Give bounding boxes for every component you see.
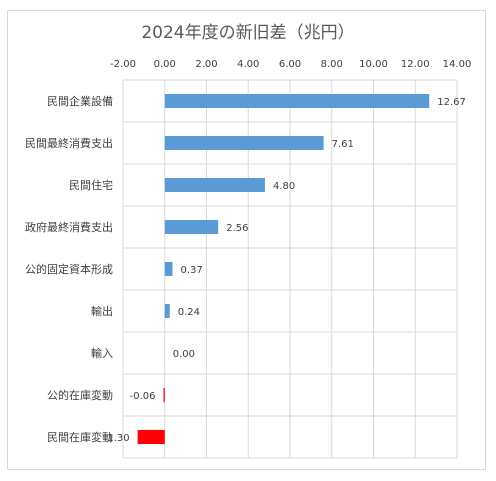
bar xyxy=(164,304,170,318)
x-tick-label: 2.00 xyxy=(195,59,217,70)
data-label: -0.06 xyxy=(130,391,156,402)
data-label: -1.30 xyxy=(104,433,130,444)
bar xyxy=(164,94,430,108)
x-tick-label: -2.00 xyxy=(110,59,136,70)
category-label: 政府最終消費支出 xyxy=(25,220,113,234)
data-label: 0.00 xyxy=(173,349,195,360)
bar xyxy=(137,430,165,444)
x-axis-tick-labels: -2.00 0.00 2.00 4.00 6.00 8.00 10.00 12.00 14.00 xyxy=(110,59,471,70)
category-label: 輸出 xyxy=(91,304,113,318)
x-tick-label: 0.00 xyxy=(154,59,176,70)
category-labels: 民間企業設備民間最終消費支出民間住宅政府最終消費支出公的固定資本形成輸出輸入公的… xyxy=(25,94,113,444)
bar xyxy=(163,388,165,402)
x-tick-label: 10.00 xyxy=(359,59,388,70)
chart-title: 2024年度の新旧差（兆円） xyxy=(141,23,354,43)
chart-frame xyxy=(7,10,486,470)
data-label: 7.61 xyxy=(332,139,354,150)
bars xyxy=(137,94,430,444)
category-label: 民間企業設備 xyxy=(47,94,113,108)
data-label: 0.37 xyxy=(180,265,202,276)
x-tick-label: 6.00 xyxy=(279,59,301,70)
data-label: 4.80 xyxy=(273,181,295,192)
bar xyxy=(164,178,265,192)
category-label: 輸入 xyxy=(91,346,113,360)
category-label: 民間住宅 xyxy=(69,178,113,192)
category-label: 民間最終消費支出 xyxy=(25,136,113,150)
category-label: 公的固定資本形成 xyxy=(25,262,113,276)
data-label: 12.67 xyxy=(437,97,466,108)
bar xyxy=(164,136,324,150)
category-label: 民間在庫変動 xyxy=(47,430,113,444)
category-label: 公的在庫変動 xyxy=(47,388,113,402)
bar xyxy=(164,220,219,234)
x-tick-label: 12.00 xyxy=(401,59,430,70)
bar xyxy=(164,262,173,276)
data-label: 0.24 xyxy=(178,307,200,318)
x-tick-label: 14.00 xyxy=(443,59,472,70)
data-labels: 12.67 7.61 4.80 2.56 0.37 0.24 0.00 -0.06 -1.30 xyxy=(104,97,466,444)
x-tick-label: 4.00 xyxy=(237,59,259,70)
gridlines xyxy=(122,79,458,459)
data-label: 2.56 xyxy=(226,223,248,234)
x-tick-label: 8.00 xyxy=(321,59,343,70)
